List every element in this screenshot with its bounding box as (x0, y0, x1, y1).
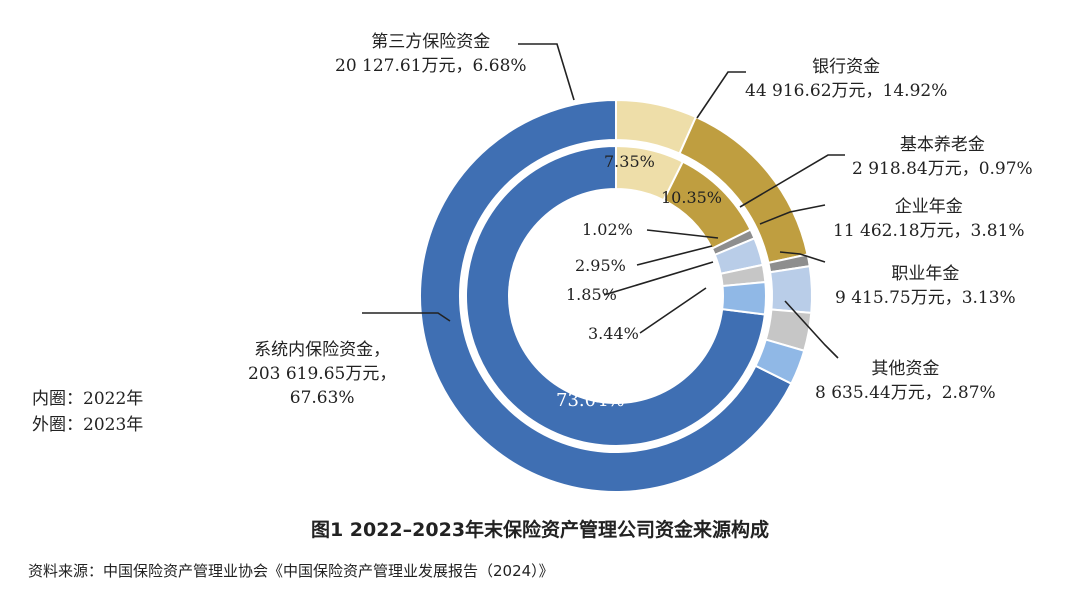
label-pension-name: 基本养老金 (899, 135, 985, 155)
label-other-name: 其他资金 (871, 359, 940, 379)
label-internal-name: 系统内保险资金， (254, 340, 391, 360)
label-bank-name: 银行资金 (812, 57, 881, 77)
leader-third-party (518, 43, 575, 101)
outer-slice-internal (419, 98, 793, 493)
label-other: 其他资金 8 635.44万元，2.87% (815, 357, 996, 405)
inner-slice-internal (465, 144, 766, 447)
label-bank: 银行资金 44 916.62万元，14.92% (745, 55, 947, 103)
inner-label-enterprise-annuity: 2.95% (575, 256, 626, 275)
outer-ring-2023 (419, 98, 813, 493)
leader-inner-enterprise-annuity (636, 245, 713, 266)
inner-label-pension: 1.02% (582, 220, 633, 239)
leader-bank (696, 71, 746, 119)
inner-label-internal: 73.04% (556, 390, 625, 411)
label-occupational-annuity-value: 9 415.75万元，3.13% (835, 288, 1016, 308)
inner-label-third-party: 7.35% (604, 152, 655, 171)
leader-inner-occupational-annuity (603, 261, 714, 296)
label-occupational-annuity-name: 职业年金 (891, 264, 960, 284)
label-third-party-name: 第三方保险资金 (371, 32, 491, 52)
inner-ring-2022 (465, 144, 767, 447)
outer-slice-enterprise-annuity (769, 265, 813, 315)
label-internal: 系统内保险资金， 203 619.65万元， 67.63% (248, 338, 396, 410)
source-note: 资料来源：中国保险资产管理业协会《中国保险资产管理业发展报告（2024）》 (28, 562, 554, 580)
label-internal-percent: 67.63% (289, 388, 355, 408)
leader-occupational-annuity (779, 251, 826, 263)
label-pension-value: 2 918.84万元，0.97% (852, 159, 1033, 179)
inner-label-other: 3.44% (588, 324, 639, 343)
label-bank-value: 44 916.62万元，14.92% (745, 81, 948, 101)
leader-other (784, 300, 839, 359)
chart-title: 图1 2022–2023年末保险资产管理公司资金来源构成 (310, 519, 770, 541)
label-other-value: 8 635.44万元，2.87% (815, 383, 996, 403)
leader-lines (362, 43, 845, 359)
inner-label-bank: 10.35% (661, 188, 723, 207)
label-pension: 基本养老金 2 918.84万元，0.97% (852, 133, 1033, 181)
label-third-party-value: 20 127.61万元，6.68% (335, 56, 527, 76)
inner-slice-other (721, 280, 767, 316)
label-occupational-annuity: 职业年金 9 415.75万元，3.13% (835, 262, 1016, 310)
legend-outer: 外圈：2023年 (32, 415, 144, 435)
label-enterprise-annuity: 企业年金 11 462.18万元，3.81% (833, 195, 1025, 243)
legend-inner: 内圈：2022年 (32, 389, 144, 409)
leader-enterprise-annuity (759, 204, 826, 225)
leader-pension (739, 154, 845, 208)
label-enterprise-annuity-name: 企业年金 (894, 197, 963, 217)
leader-internal (362, 312, 451, 322)
label-internal-amount: 203 619.65万元， (248, 364, 397, 384)
leader-inner-other (639, 287, 707, 334)
label-enterprise-annuity-value: 11 462.18万元，3.81% (833, 221, 1025, 241)
inner-label-occupational-annuity: 1.85% (566, 285, 617, 304)
label-third-party: 第三方保险资金 20 127.61万元，6.68% (335, 30, 527, 78)
leader-inner-pension (646, 229, 719, 239)
outer-slice-other (754, 338, 806, 385)
ring-legend: 内圈：2022年 外圈：2023年 (32, 386, 143, 438)
